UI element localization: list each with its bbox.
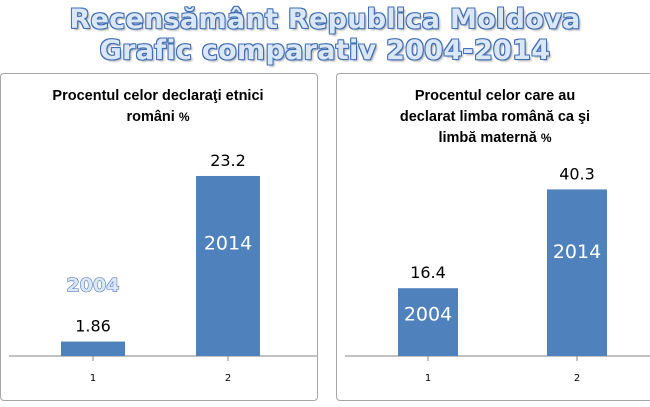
chart-title-romanian-language: Procentul celor care au declarat limba ro… [365,86,625,149]
data-label-2: 23.2 [210,151,246,170]
year-label-2004: 2004 [67,275,120,297]
chart-title-ethnic-romanians: Procentul celor declaraţi etnici români % [9,86,307,128]
year-label-2014: 2014 [204,233,252,255]
chart-title-text: Procentul celor care au declarat limba ro… [399,88,591,146]
data-label-1: 16.4 [410,263,446,282]
page-title-line-2: Grafic comparativ 2004-2014 [99,35,551,66]
x-tick-label-1: 1 [425,373,431,384]
data-label-2: 40.3 [559,164,595,183]
bar-1 [398,288,458,356]
chart-panel-romanian-language: Procentul celor care au declarat limba ro… [336,73,650,401]
bar-2 [547,189,607,356]
page-title-line-1: Recensământ Republica Moldova [69,4,581,35]
bar-chart-romanian-language: 16.4 2004 1 40.3 2014 2 [345,164,650,384]
bar-1 [61,341,125,356]
bar-2 [196,175,260,356]
x-tick-label-2: 2 [225,373,231,384]
year-label-2004: 2004 [404,303,452,325]
x-tick-label-1: 1 [90,373,96,384]
chart-title-text: Procentul celor declaraţi etnici români % [52,88,264,125]
x-tick-label-2: 2 [574,373,580,384]
year-label-2014: 2014 [553,241,601,263]
chart-panel-ethnic-romanians: Procentul celor declaraţi etnici români %… [0,73,318,401]
bar-chart-ethnic-romanians: 1.86 2004 1 23.2 2014 2 [9,151,317,384]
data-label-1: 1.86 [75,317,111,336]
